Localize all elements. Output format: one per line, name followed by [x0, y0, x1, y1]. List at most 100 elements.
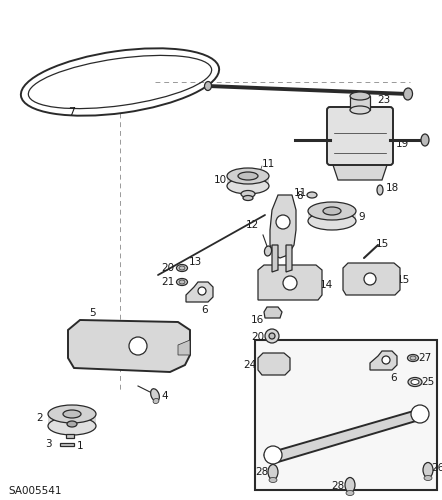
Text: 15: 15 — [375, 239, 389, 249]
Ellipse shape — [346, 490, 354, 496]
Text: 3: 3 — [45, 439, 51, 449]
Ellipse shape — [345, 478, 355, 492]
Ellipse shape — [421, 134, 429, 146]
Bar — [255, 340, 437, 490]
Bar — [308, 211, 356, 221]
Polygon shape — [286, 245, 292, 272]
Polygon shape — [68, 320, 190, 372]
Ellipse shape — [151, 388, 160, 402]
Polygon shape — [258, 353, 290, 375]
Ellipse shape — [350, 92, 370, 100]
FancyBboxPatch shape — [327, 107, 393, 165]
Text: 16: 16 — [250, 315, 263, 325]
Ellipse shape — [227, 178, 269, 194]
Ellipse shape — [227, 168, 269, 184]
Polygon shape — [178, 340, 190, 355]
Text: 17: 17 — [367, 168, 381, 178]
Ellipse shape — [323, 207, 341, 215]
Text: 28: 28 — [332, 481, 345, 491]
Ellipse shape — [408, 354, 419, 362]
Text: 19: 19 — [396, 139, 408, 149]
Text: 20: 20 — [251, 332, 265, 342]
Text: 14: 14 — [320, 280, 333, 290]
Ellipse shape — [377, 185, 383, 195]
Text: 25: 25 — [421, 377, 434, 387]
Polygon shape — [343, 263, 400, 295]
Circle shape — [264, 446, 282, 464]
Bar — [227, 176, 269, 186]
Ellipse shape — [411, 380, 419, 384]
Ellipse shape — [241, 190, 255, 198]
Ellipse shape — [410, 356, 416, 360]
Ellipse shape — [48, 417, 96, 435]
Ellipse shape — [238, 172, 258, 180]
Ellipse shape — [243, 196, 253, 200]
Text: SA005541: SA005541 — [8, 486, 61, 496]
Ellipse shape — [176, 278, 187, 285]
Polygon shape — [270, 195, 296, 258]
Circle shape — [283, 276, 297, 290]
Polygon shape — [66, 434, 74, 438]
Ellipse shape — [205, 82, 212, 90]
Ellipse shape — [404, 88, 412, 100]
Ellipse shape — [63, 410, 81, 418]
Circle shape — [276, 215, 290, 229]
Text: 15: 15 — [396, 275, 410, 285]
Text: 6: 6 — [391, 373, 397, 383]
Polygon shape — [370, 351, 397, 370]
Text: 12: 12 — [245, 220, 259, 230]
Ellipse shape — [308, 212, 356, 230]
Circle shape — [269, 333, 275, 339]
Ellipse shape — [264, 246, 271, 256]
Circle shape — [411, 405, 429, 423]
Ellipse shape — [350, 106, 370, 114]
Ellipse shape — [269, 478, 277, 482]
Text: 1: 1 — [77, 441, 83, 451]
Ellipse shape — [179, 266, 185, 270]
Text: 5: 5 — [89, 308, 95, 318]
Text: 2: 2 — [37, 413, 43, 423]
Text: 6: 6 — [202, 305, 208, 315]
Ellipse shape — [48, 405, 96, 423]
Text: 8: 8 — [297, 191, 303, 201]
Text: 13: 13 — [188, 257, 202, 267]
Text: 26: 26 — [431, 463, 442, 473]
Ellipse shape — [268, 464, 278, 479]
Text: 28: 28 — [255, 467, 269, 477]
Polygon shape — [332, 162, 388, 180]
Ellipse shape — [307, 192, 317, 198]
Polygon shape — [264, 408, 426, 462]
Circle shape — [382, 356, 390, 364]
Text: 24: 24 — [244, 360, 257, 370]
Ellipse shape — [179, 280, 185, 284]
Text: 9: 9 — [359, 212, 365, 222]
Ellipse shape — [423, 462, 433, 477]
Bar — [350, 96, 370, 110]
Text: 11: 11 — [293, 188, 307, 198]
Ellipse shape — [67, 421, 77, 427]
Text: 10: 10 — [213, 175, 227, 185]
Text: 7: 7 — [69, 107, 76, 117]
Polygon shape — [258, 265, 322, 300]
Text: 11: 11 — [261, 159, 274, 169]
Bar — [48, 414, 96, 426]
Ellipse shape — [153, 398, 159, 404]
Ellipse shape — [424, 476, 432, 480]
Circle shape — [198, 287, 206, 295]
Text: 27: 27 — [419, 353, 432, 363]
Ellipse shape — [408, 378, 422, 386]
Text: 23: 23 — [377, 95, 391, 105]
Text: 20: 20 — [161, 263, 175, 273]
Circle shape — [265, 329, 279, 343]
Text: 4: 4 — [162, 391, 168, 401]
Polygon shape — [186, 282, 213, 302]
Polygon shape — [60, 443, 74, 446]
Circle shape — [129, 337, 147, 355]
Text: 18: 18 — [385, 183, 399, 193]
Circle shape — [364, 273, 376, 285]
Ellipse shape — [176, 264, 187, 272]
Polygon shape — [272, 245, 278, 272]
Text: 21: 21 — [161, 277, 175, 287]
Polygon shape — [264, 307, 282, 318]
Ellipse shape — [308, 202, 356, 220]
